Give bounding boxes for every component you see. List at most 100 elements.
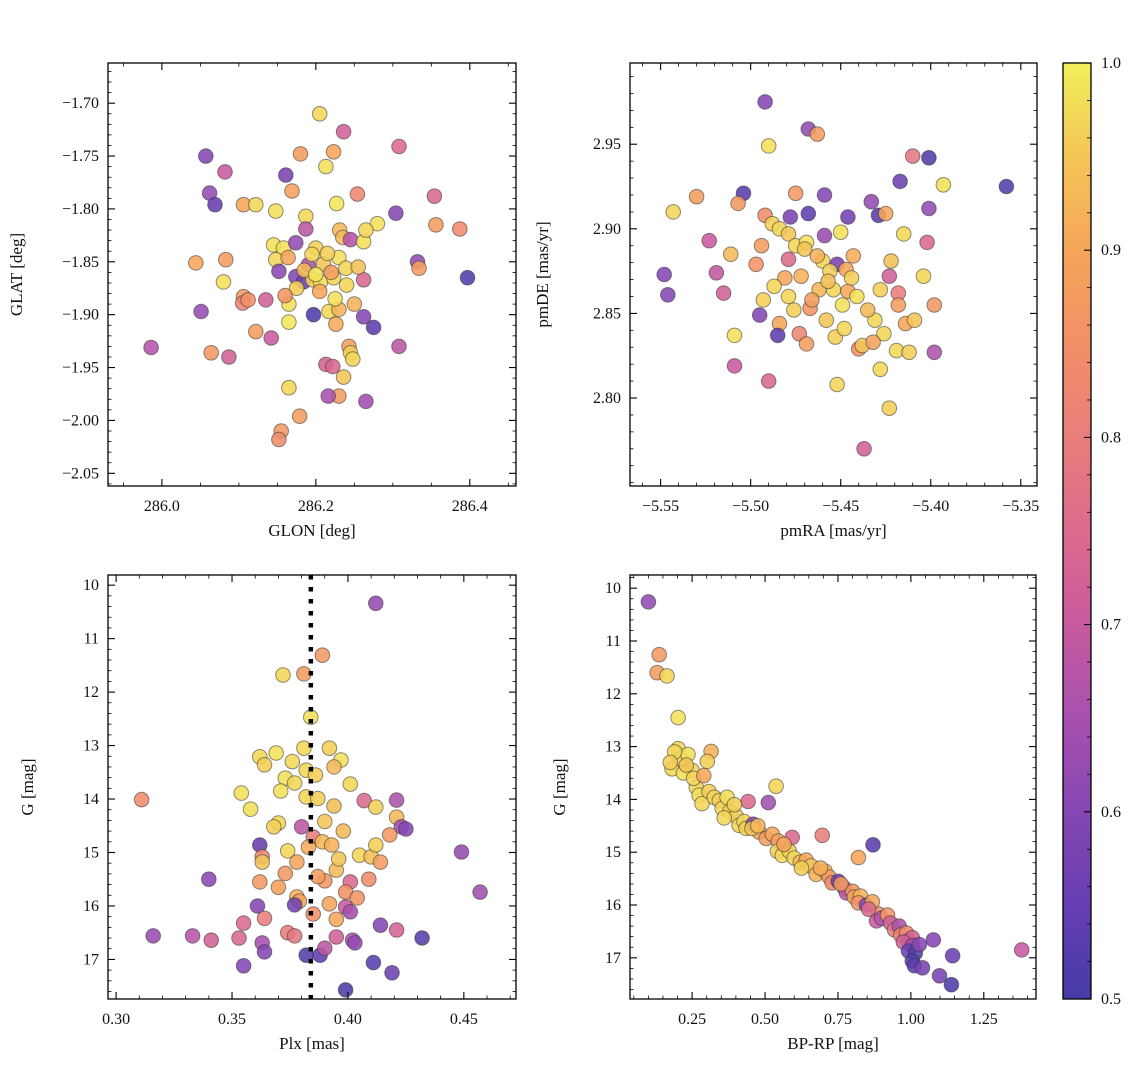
data-point bbox=[288, 280, 305, 297]
data-point bbox=[278, 167, 294, 183]
data-point bbox=[798, 336, 815, 352]
y-tick-label: 15 bbox=[605, 844, 621, 861]
y-tick-label: 14 bbox=[83, 791, 99, 808]
data-point bbox=[305, 306, 322, 323]
data-point bbox=[256, 944, 273, 960]
data-point bbox=[326, 759, 342, 775]
data-point bbox=[248, 196, 264, 213]
data-point bbox=[833, 876, 849, 892]
data-point bbox=[766, 278, 782, 295]
colorbar-frame bbox=[1062, 62, 1092, 1000]
data-point bbox=[263, 330, 280, 346]
data-point bbox=[268, 745, 284, 761]
data-point bbox=[391, 338, 407, 355]
data-point bbox=[472, 884, 488, 900]
y-tick-label: −1.85 bbox=[62, 254, 99, 271]
y-tick-label: 16 bbox=[605, 897, 621, 914]
y-tick-label: 13 bbox=[83, 738, 99, 755]
data-point bbox=[268, 203, 284, 219]
data-point bbox=[892, 173, 908, 190]
data-point bbox=[368, 595, 384, 612]
x-tick-label: 1.00 bbox=[897, 1011, 925, 1028]
panel-cmd: 0.25 0.50 0.75 1.00 1.25 10 11 12 13 14 15 16 17 BP-R… bbox=[550, 574, 1037, 1053]
data-point bbox=[753, 237, 770, 254]
data-point bbox=[865, 837, 881, 853]
y-tick-label: −1.90 bbox=[62, 307, 99, 324]
data-point bbox=[453, 844, 470, 860]
data-point bbox=[304, 246, 320, 263]
panel-cmd-ylabel: G [mag] bbox=[550, 758, 569, 815]
data-point bbox=[865, 334, 881, 351]
data-point bbox=[670, 709, 686, 726]
panel-cmd-points bbox=[640, 594, 1030, 993]
data-point bbox=[812, 860, 829, 876]
data-point bbox=[270, 879, 287, 896]
data-point bbox=[327, 291, 343, 307]
panel-parallax: 0.30 0.35 0.40 0.45 10 11 12 13 14 15 16 17 Plx [mas… bbox=[18, 574, 517, 1053]
x-tick-label: 0.25 bbox=[678, 1011, 706, 1028]
data-point bbox=[314, 647, 331, 664]
data-point bbox=[872, 361, 889, 378]
data-point bbox=[218, 251, 234, 268]
data-point bbox=[256, 757, 273, 773]
data-point bbox=[906, 312, 923, 329]
data-point bbox=[926, 344, 943, 361]
data-point bbox=[428, 217, 444, 233]
data-point bbox=[349, 186, 366, 202]
data-point bbox=[925, 932, 942, 948]
data-point bbox=[751, 307, 768, 323]
data-point bbox=[921, 150, 937, 166]
data-point bbox=[760, 794, 777, 811]
data-point bbox=[895, 226, 912, 242]
data-point bbox=[277, 865, 294, 882]
x-tick-label: 0.40 bbox=[334, 1011, 362, 1028]
data-point bbox=[345, 351, 361, 367]
data-point bbox=[355, 309, 372, 325]
data-point bbox=[834, 297, 851, 313]
panel-parallax-frame bbox=[107, 574, 517, 1000]
data-point bbox=[832, 224, 849, 240]
data-point bbox=[365, 319, 382, 336]
y-tick-label: 10 bbox=[83, 577, 99, 594]
data-point bbox=[809, 126, 826, 142]
data-point bbox=[280, 249, 296, 266]
data-point bbox=[818, 312, 835, 329]
data-point bbox=[289, 854, 305, 870]
x-tick-label: −5.50 bbox=[732, 498, 769, 515]
y-tick-label: −2.00 bbox=[62, 412, 99, 429]
data-point bbox=[809, 248, 826, 264]
data-point bbox=[820, 273, 836, 290]
panel-position-xlabel: GLON [deg] bbox=[268, 521, 355, 540]
data-point bbox=[293, 819, 310, 835]
data-point bbox=[296, 740, 312, 757]
data-point bbox=[347, 935, 363, 951]
data-point bbox=[381, 827, 398, 843]
panel-proper-motion-xlabel: pmRA [mas/yr] bbox=[780, 521, 886, 540]
data-point bbox=[391, 138, 407, 155]
data-point bbox=[201, 871, 217, 888]
data-point bbox=[335, 369, 352, 385]
data-point bbox=[699, 753, 716, 770]
data-point bbox=[361, 871, 377, 888]
x-tick-label: 0.30 bbox=[102, 1011, 130, 1028]
data-point bbox=[872, 281, 889, 298]
data-point bbox=[284, 753, 301, 770]
data-point bbox=[311, 106, 328, 122]
panel-parallax-points bbox=[133, 595, 488, 998]
data-point bbox=[800, 205, 817, 222]
data-point bbox=[665, 204, 682, 220]
data-point bbox=[816, 227, 833, 244]
data-point bbox=[335, 823, 352, 839]
y-tick-label: −2.05 bbox=[62, 465, 99, 482]
panel-position-frame bbox=[107, 62, 517, 487]
data-point bbox=[787, 185, 804, 202]
data-point bbox=[904, 148, 921, 164]
data-point bbox=[919, 234, 935, 251]
y-tick-label: 11 bbox=[606, 633, 621, 650]
data-point bbox=[286, 928, 303, 944]
y-tick-label: −1.70 bbox=[62, 95, 99, 112]
data-point bbox=[358, 393, 374, 410]
data-point bbox=[688, 188, 705, 205]
data-point bbox=[271, 431, 287, 448]
